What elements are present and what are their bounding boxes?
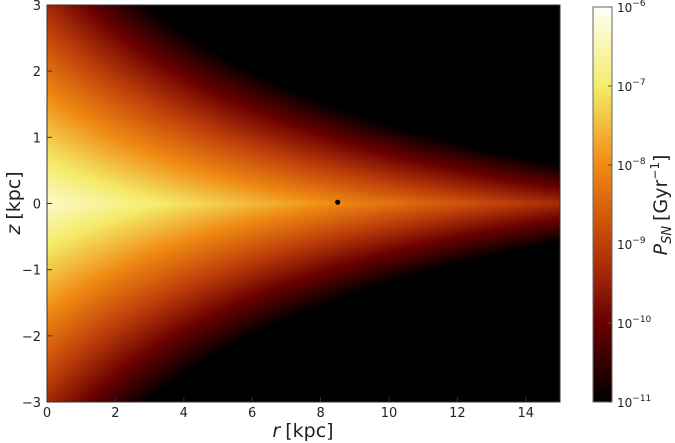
x-tick-label: 6 — [248, 406, 256, 421]
x-tick-label: 12 — [449, 406, 466, 421]
x-tick-label: 2 — [111, 406, 119, 421]
y-tick-label: −3 — [22, 396, 41, 411]
colorbar-tick-label: 10−10 — [617, 315, 652, 331]
x-axis-label: r [kpc] — [272, 420, 333, 442]
sun-position-marker — [335, 199, 341, 205]
colorbar-tick-label: 10−6 — [617, 0, 646, 15]
x-tick-label: 8 — [316, 406, 324, 421]
x-tick-label: 0 — [43, 406, 51, 421]
plot-frame — [46, 4, 561, 403]
colorbar-label: PSN[Gyr−1] — [648, 155, 675, 256]
x-tick-label: 10 — [381, 406, 398, 421]
y-axis-label: z[kpc] — [3, 171, 25, 235]
y-tick-label: −1 — [22, 264, 41, 279]
x-ticks: 0 2 4 6 8 10 12 14 — [43, 397, 534, 421]
colorbar-ticks: 10−11 10−10 10−9 10−8 10−7 10−6 — [608, 0, 652, 410]
colorbar-frame — [592, 6, 613, 403]
y-tick-label: 1 — [33, 131, 41, 146]
x-tick-label: 14 — [518, 406, 535, 421]
colorbar-tick-label: 10−9 — [617, 236, 646, 252]
heatmap-image — [47, 5, 560, 402]
y-tick-label: −2 — [22, 330, 41, 345]
colorbar-gradient — [593, 7, 612, 402]
colorbar-tick-label: 10−11 — [617, 394, 651, 410]
colorbar-tick-label: 10−7 — [617, 78, 646, 94]
y-tick-label: 0 — [33, 198, 41, 213]
x-tick-label: 4 — [180, 406, 188, 421]
y-tick-label: 2 — [33, 65, 41, 80]
y-ticks: −3 −2 −1 0 1 2 3 — [22, 0, 52, 411]
y-tick-label: 3 — [33, 0, 41, 14]
colorbar-tick-label: 10−8 — [617, 157, 646, 173]
